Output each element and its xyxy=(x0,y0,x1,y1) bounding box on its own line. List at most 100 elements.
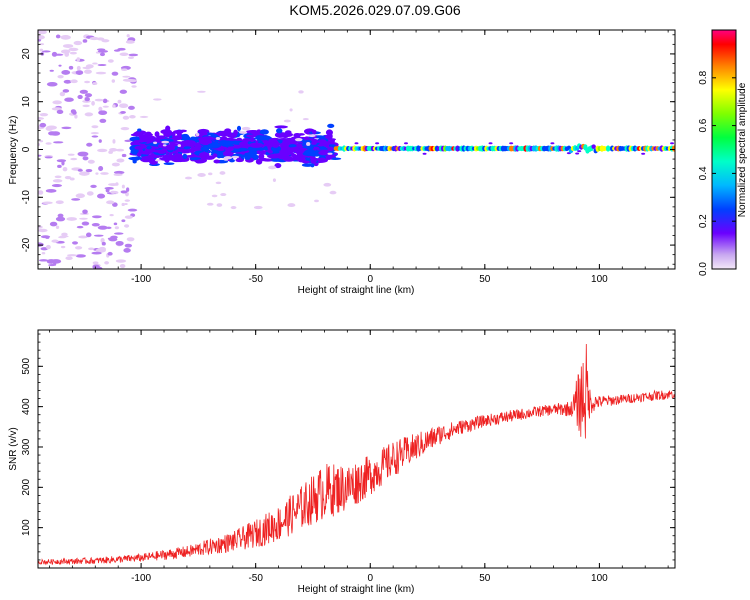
heatmap-cell xyxy=(63,79,72,84)
heatmap-cell xyxy=(93,234,104,237)
heatmap-cell xyxy=(113,222,118,226)
colorbar-tick-label: 0.8 xyxy=(698,70,709,84)
heatmap-cell xyxy=(97,63,107,67)
y-tick-label: 100 xyxy=(21,519,32,536)
heatmap-cell xyxy=(91,125,99,129)
heatmap-cell xyxy=(119,103,129,109)
heatmap-cell xyxy=(111,162,120,167)
heatmap-cell xyxy=(161,140,170,144)
heatmap-cell xyxy=(323,182,332,187)
heatmap-cell xyxy=(106,226,112,230)
heatmap-cell xyxy=(208,172,213,176)
heatmap-cell xyxy=(85,168,93,173)
heatmap-cell xyxy=(270,138,280,141)
heatmap-cell xyxy=(199,139,212,146)
x-tick-label: 100 xyxy=(591,274,608,285)
heatmap-cell xyxy=(251,130,257,135)
heatmap-cell xyxy=(60,245,66,249)
heatmap-cell xyxy=(48,131,57,136)
heatmap-cell xyxy=(107,59,114,63)
heatmap-cell xyxy=(165,125,171,132)
heatmap-cell xyxy=(124,139,132,142)
heatmap-cell xyxy=(65,256,73,261)
heatmap-cell xyxy=(81,221,90,226)
heatmap-cell xyxy=(70,79,78,84)
x-tick-label: 100 xyxy=(591,573,608,584)
heatmap-cell xyxy=(106,200,115,205)
heatmap-cell xyxy=(69,51,77,55)
heatmap-cell xyxy=(238,131,248,134)
heatmap-cell xyxy=(122,115,130,120)
heatmap-cell xyxy=(62,89,70,93)
heatmap-cell xyxy=(641,152,646,155)
heatmap-cell xyxy=(215,181,222,185)
heatmap-cell xyxy=(575,152,580,155)
heatmap-cell xyxy=(96,37,105,41)
heatmap-cell xyxy=(76,65,81,71)
heatmap-cell xyxy=(258,147,263,151)
y-tick-label: 20 xyxy=(21,48,32,60)
heatmap-cell xyxy=(115,240,124,246)
heatmap-cell xyxy=(82,104,90,108)
heatmap-cell xyxy=(51,184,62,188)
heatmap-cell xyxy=(51,107,63,111)
heatmap-cell xyxy=(59,235,69,238)
heatmap-cell xyxy=(71,198,81,201)
heatmap-cell xyxy=(38,30,47,35)
heatmap-cell xyxy=(124,243,133,248)
heatmap-cell xyxy=(226,133,238,138)
heatmap-cell xyxy=(98,110,108,116)
heatmap-cell xyxy=(197,90,206,93)
heatmap-cell xyxy=(76,225,84,229)
heatmap-cell xyxy=(123,248,131,253)
heatmap-cell xyxy=(92,261,99,265)
heatmap-cell xyxy=(90,132,99,135)
heatmap-cell xyxy=(226,147,234,152)
heatmap-cell xyxy=(287,203,296,208)
heatmap-cell xyxy=(48,264,57,267)
heatmap-cell xyxy=(184,176,193,180)
heatmap-cell xyxy=(58,64,62,67)
heatmap-cell xyxy=(137,131,143,135)
heatmap-cell xyxy=(163,162,175,165)
heatmap-cell xyxy=(117,47,126,51)
heatmap-cell xyxy=(327,152,333,155)
heatmap-cell xyxy=(68,65,74,70)
heatmap-cell xyxy=(113,173,123,177)
heatmap-cell xyxy=(114,226,120,230)
heatmap-cell xyxy=(272,142,279,148)
heatmap-cell xyxy=(218,140,229,144)
heatmap-cell xyxy=(171,156,183,163)
heatmap-cell xyxy=(120,190,128,194)
heatmap-cell xyxy=(41,252,46,255)
x-tick-label: 50 xyxy=(479,573,491,584)
heatmap-cell xyxy=(98,139,102,143)
heatmap-cell xyxy=(97,148,108,153)
heatmap-cell xyxy=(91,100,95,106)
heatmap-cell xyxy=(194,142,200,146)
heatmap-cell xyxy=(116,158,125,163)
heatmap-cell xyxy=(38,35,45,40)
heatmap-cell xyxy=(244,156,251,160)
heatmap-cell xyxy=(233,145,242,149)
heatmap-cell xyxy=(91,215,102,219)
heatmap-cell xyxy=(41,50,51,53)
heatmap-cell xyxy=(214,139,219,144)
heatmap-cell xyxy=(95,71,107,75)
heatmap-cell xyxy=(293,133,301,138)
heatmap-cell xyxy=(175,148,189,153)
heatmap-cell xyxy=(216,203,223,207)
heatmap-cell xyxy=(138,148,144,154)
heatmap-cell xyxy=(182,153,188,160)
heatmap-cell xyxy=(59,91,66,97)
heatmap-cell xyxy=(326,155,333,160)
heatmap-cell xyxy=(217,147,225,152)
heatmap-cell xyxy=(62,166,68,172)
heatmap-cell xyxy=(79,217,88,220)
heatmap-cell xyxy=(90,184,97,189)
heatmap-cell xyxy=(38,142,41,147)
heatmap-cell xyxy=(112,202,118,207)
heatmap-cell xyxy=(75,193,85,199)
heatmap-cell xyxy=(64,97,74,102)
